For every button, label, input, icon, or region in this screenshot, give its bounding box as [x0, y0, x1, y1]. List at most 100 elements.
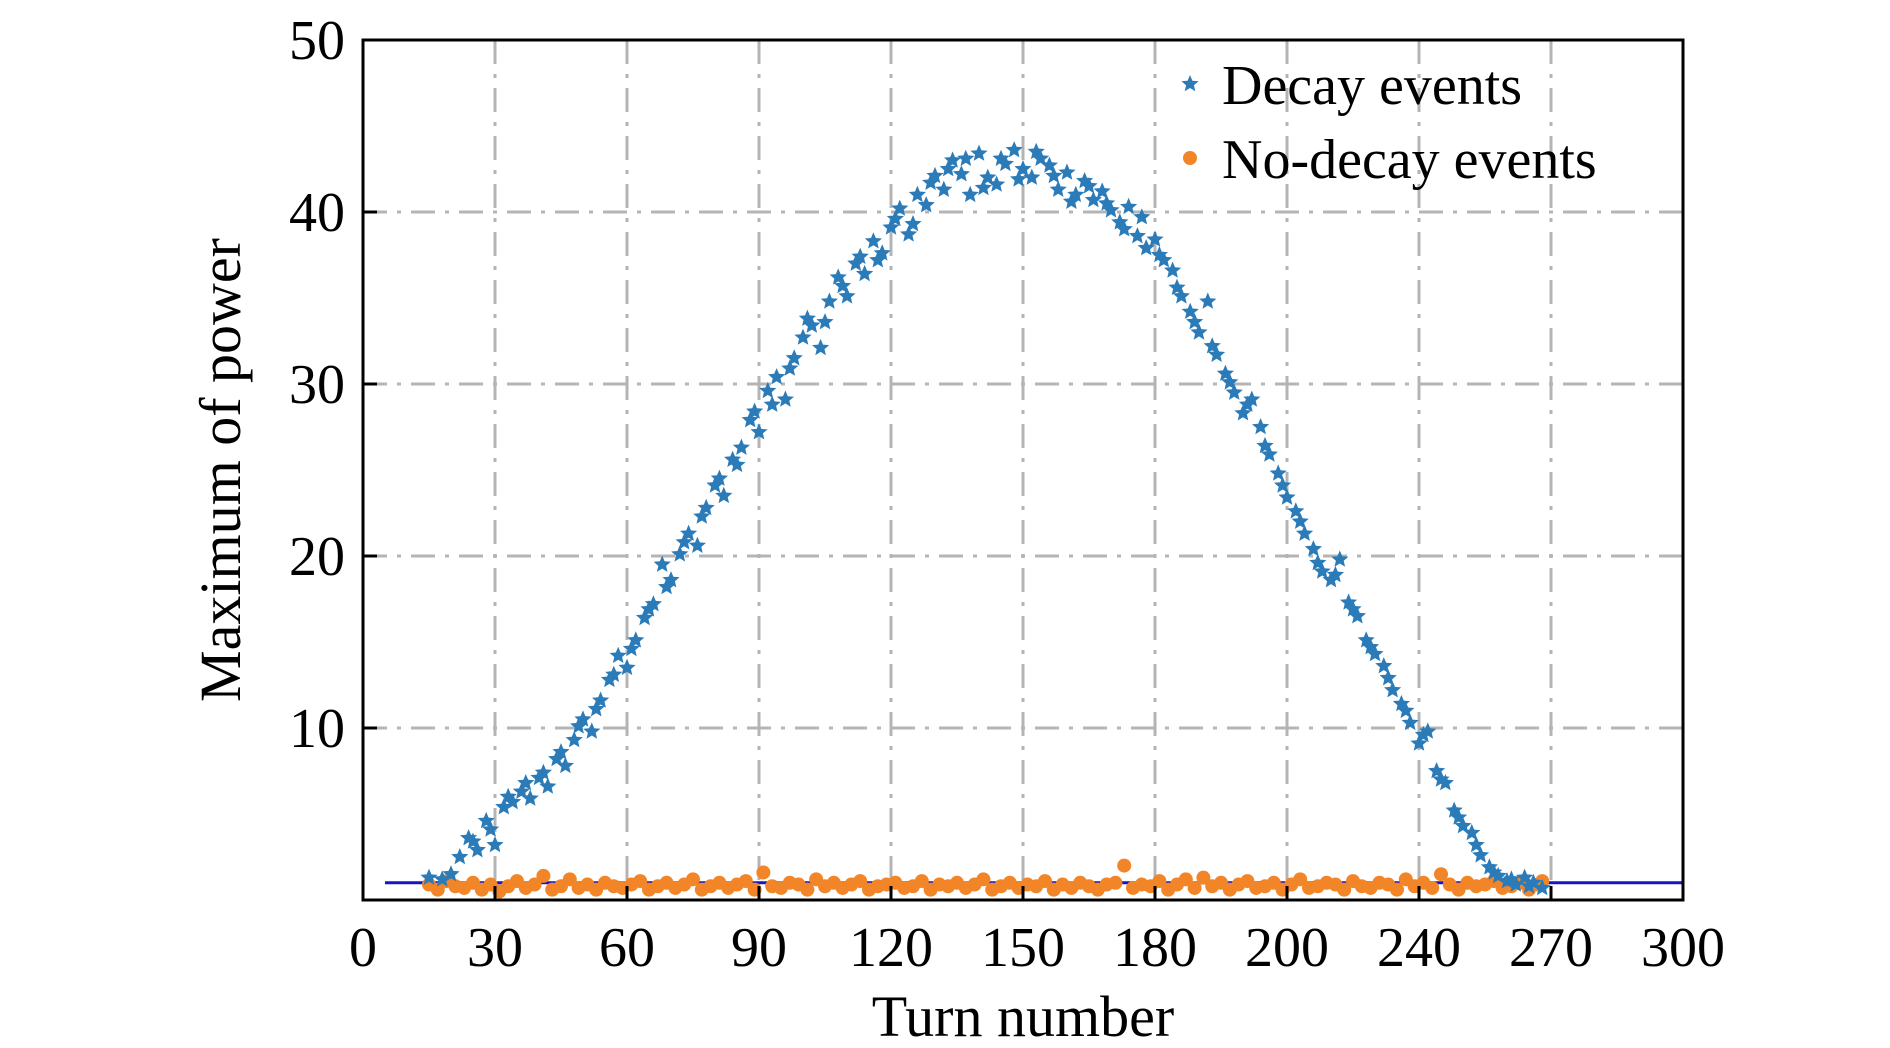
data-point-decay: [1485, 863, 1503, 880]
data-point-decay: [961, 185, 979, 203]
data-point-decay: [583, 722, 601, 739]
x-tick-label: 300: [1641, 917, 1725, 979]
data-point-no-decay: [1178, 872, 1193, 887]
y-tick-label: 20: [289, 526, 345, 588]
data-point-decay: [442, 865, 460, 882]
data-point-decay: [1133, 208, 1151, 225]
data-point-decay: [838, 287, 856, 304]
data-point-no-decay: [430, 882, 445, 897]
data-point-decay: [992, 149, 1010, 166]
data-point-decay: [820, 292, 838, 309]
data-point-decay: [1252, 418, 1270, 435]
data-point-decay: [1234, 404, 1252, 421]
data-point-decay: [1296, 524, 1314, 541]
data-point-decay: [512, 782, 530, 799]
data-point-decay: [728, 455, 746, 473]
data-point-decay: [741, 411, 759, 428]
data-point-decay: [1172, 287, 1190, 304]
data-point-decay: [521, 789, 539, 806]
data-point-decay: [715, 486, 733, 504]
data-point-decay: [1454, 817, 1472, 834]
data-point-no-decay: [914, 874, 929, 889]
data-point-decay: [1362, 638, 1380, 655]
data-point-no-decay: [976, 872, 991, 887]
data-point-decay: [798, 309, 816, 326]
data-point-no-decay: [1187, 880, 1202, 895]
data-point-decay: [1181, 302, 1199, 319]
data-point-no-decay: [527, 877, 542, 892]
data-point-decay: [864, 232, 882, 249]
data-point-decay: [1401, 713, 1419, 731]
data-point-decay: [693, 507, 711, 524]
x-tick-label: 60: [599, 917, 655, 979]
data-point-decay: [1256, 436, 1274, 454]
legend-marker-no-decay: [1183, 151, 1197, 165]
data-point-decay: [1221, 373, 1239, 390]
data-point-no-decay: [1293, 872, 1308, 887]
x-tick-label: 180: [1113, 917, 1197, 979]
data-point-decay: [1098, 194, 1116, 211]
data-point-no-decay: [686, 872, 700, 887]
data-point-decay: [922, 173, 940, 190]
data-point-no-decay: [1425, 880, 1440, 895]
data-point-decay: [1080, 177, 1098, 194]
data-point-decay: [732, 438, 750, 455]
y-tick-label: 10: [289, 698, 345, 760]
data-point-no-decay: [800, 882, 815, 897]
data-points-layer: [420, 141, 1551, 899]
data-point-no-decay: [633, 874, 648, 889]
data-point-decay: [1467, 836, 1485, 853]
data-point-decay: [1414, 725, 1432, 743]
data-point-decay: [1533, 879, 1551, 896]
data-point-decay: [1304, 540, 1322, 557]
data-point-decay: [781, 359, 799, 376]
data-point-decay: [1115, 220, 1133, 237]
data-point-decay: [1397, 701, 1415, 719]
data-point-decay: [420, 868, 438, 885]
data-point-decay: [671, 545, 689, 562]
data-point-decay: [570, 717, 588, 734]
data-point-decay: [746, 402, 764, 419]
data-point-decay: [495, 798, 513, 815]
data-point-decay: [1128, 227, 1146, 244]
x-tick-label: 120: [849, 917, 933, 979]
data-point-decay: [812, 338, 830, 356]
data-point-decay: [1410, 734, 1428, 751]
data-point-decay: [970, 144, 988, 161]
data-point-decay: [1137, 239, 1155, 256]
data-point-no-decay: [1152, 874, 1167, 889]
data-point-no-decay: [1434, 867, 1448, 882]
legend-star-marker: [1181, 75, 1199, 92]
data-point-decay: [468, 841, 486, 858]
data-point-decay: [1502, 870, 1520, 887]
data-point-decay: [834, 277, 852, 294]
data-point-decay: [1199, 292, 1217, 309]
data-point-decay: [785, 349, 803, 366]
data-point-decay: [1027, 142, 1045, 160]
data-point-no-decay: [536, 868, 551, 883]
data-point-decay: [1520, 877, 1538, 894]
data-point-decay: [539, 777, 557, 794]
y-tick-label: 40: [289, 182, 345, 244]
data-point-decay: [1186, 313, 1204, 330]
x-tick-label: 270: [1509, 917, 1593, 979]
legend-label-decay: Decay events: [1222, 55, 1522, 117]
data-point-decay: [433, 870, 451, 887]
data-point-decay: [974, 178, 992, 196]
data-point-decay: [939, 160, 957, 177]
data-point-decay: [1045, 166, 1063, 184]
data-point-decay: [1309, 553, 1327, 571]
data-point-decay: [1313, 562, 1331, 579]
x-tick-label: 90: [731, 917, 787, 979]
x-tick-label: 0: [349, 917, 377, 979]
data-point-decay: [1150, 246, 1168, 263]
data-point-decay: [1058, 163, 1076, 180]
data-point-no-decay: [1108, 875, 1123, 890]
data-point-decay: [1168, 278, 1186, 295]
data-point-decay: [1450, 808, 1468, 825]
y-tick-label: 50: [289, 10, 345, 72]
data-point-no-decay: [1390, 882, 1404, 897]
data-point-decay: [1062, 192, 1080, 209]
data-point-decay: [552, 743, 570, 760]
data-point-decay: [763, 395, 781, 412]
